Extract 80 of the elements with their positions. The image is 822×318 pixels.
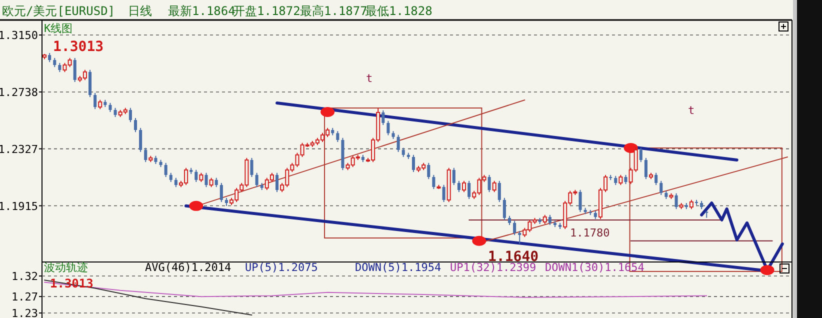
candlestick [518,230,522,244]
candlestick [618,174,623,186]
point [189,200,204,211]
candlestick [498,180,501,203]
candlestick [468,180,471,200]
candlestick [502,197,506,221]
candlestick [164,162,168,178]
candlestick [128,107,132,123]
text: 开盘1.1872 [233,4,300,18]
annotation: t [366,72,373,85]
candlestick [134,117,138,133]
annotation: UP(5)1.2075 [245,261,318,274]
candlestick [255,172,258,188]
point [624,142,638,153]
chart-title: 波动轨迹 [44,261,88,274]
candlestick [108,102,112,113]
candlestick [199,172,204,182]
candlestick [275,172,279,193]
candlestick [654,172,658,186]
candlestick [209,177,214,188]
candlestick [639,147,642,163]
candlestick [98,99,102,110]
candlestick [578,189,582,212]
candlestick [250,157,254,178]
candlestick [614,175,618,186]
candlestick [442,184,446,203]
candlestick [644,157,648,180]
candlestick [214,177,218,188]
candlestick [204,172,208,188]
candlestick [94,92,97,110]
candlestick [674,192,678,210]
candlestick [73,57,76,83]
candlestick [457,180,460,193]
y-tick-label: 1.23 [12,306,38,318]
candlestick [412,154,415,173]
annotation: DOWN(5)1.1954 [355,261,442,274]
candlestick [194,169,198,182]
candlestick [139,127,142,152]
y-tick-label: 1.32 [12,270,38,284]
candlestick [88,69,92,98]
candlestick [508,215,512,226]
text: 最低1.1828 [365,4,432,18]
candlestick [624,174,628,185]
y-tick-label: 1.27 [12,290,38,304]
annotation: 1.3013 [53,39,104,55]
candlestick [432,174,436,190]
annotation: AVG(46)1.2014 [145,261,232,274]
candlestick [427,162,430,180]
candlestick [144,147,148,163]
candlestick [396,134,400,152]
chart-subtitle: 日线 [128,4,152,18]
point [760,265,774,276]
candlestick [548,214,552,226]
candlestick [174,177,178,188]
candlestick [462,180,466,193]
candlestick [488,174,491,193]
annotation: UP1(32)1.2399 [450,261,536,274]
candlestick [660,180,663,196]
candlestick [53,57,56,68]
candlestick [492,180,496,193]
candlestick [48,52,52,63]
chart-title: 欧元/美元[EURUSD] [2,4,116,18]
candlestick [402,147,405,158]
line-series [44,280,252,316]
candlestick [336,130,340,143]
candlestick [689,199,694,210]
candlestick [542,214,547,225]
candlestick [220,182,223,203]
candlestick [58,62,62,73]
annotation: t [688,104,695,117]
candlestick [114,107,117,118]
candlestick [386,120,390,136]
annotation: K线图 [44,22,73,35]
candlestick [513,220,516,236]
candlestick [382,110,385,126]
candlestick [169,172,172,182]
point [320,107,335,118]
point [472,236,486,246]
candlestick [452,167,456,186]
annotation: 1.1780 [570,226,610,240]
